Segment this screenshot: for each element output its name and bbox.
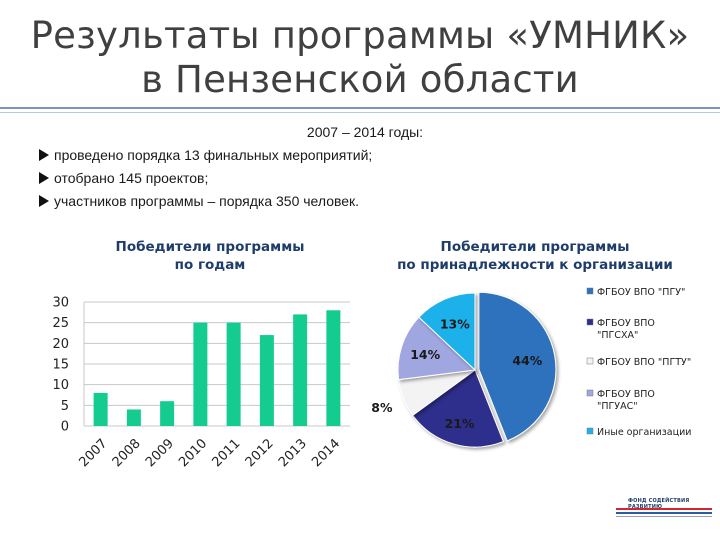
legend-swatch xyxy=(586,357,594,365)
pie-slice xyxy=(412,369,504,448)
y-tick-label: 20 xyxy=(52,337,69,352)
x-tick-label: 2008 xyxy=(110,436,144,470)
y-tick-label: 0 xyxy=(61,420,69,435)
bar xyxy=(93,392,108,426)
pie-value-label: 44% xyxy=(512,353,542,368)
x-tick-label: 2011 xyxy=(209,436,243,470)
bar xyxy=(326,310,341,426)
y-tick-label: 25 xyxy=(52,316,69,331)
title-line-2: в Пензенской области xyxy=(141,58,579,101)
legend-swatch xyxy=(586,287,594,295)
fact-item: проведено порядка 13 финальных мероприят… xyxy=(36,146,372,164)
fact-item: отобрано 145 проектов; xyxy=(36,169,372,187)
foundation-logo: ФОНД СОДЕЙСТВИЯ РАЗВИТИЮ xyxy=(616,496,712,520)
title-divider-thin xyxy=(0,112,720,113)
pie-chart-title: Победители программы по принадлежности к… xyxy=(370,238,700,274)
x-tick-label: 2012 xyxy=(243,436,277,470)
bar xyxy=(160,401,175,426)
legend-label: Иные организации xyxy=(597,427,691,438)
pie-value-label: 21% xyxy=(445,416,475,431)
x-tick-label: 2013 xyxy=(276,436,310,470)
pie-legend: ФГБОУ ВПО "ПГУ"ФГБОУ ВПО"ПГСХА"ФГБОУ ВПО… xyxy=(586,287,691,438)
logo-stripe-grey xyxy=(616,516,712,517)
slide-title: Результаты программы «УМНИК» в Пензенско… xyxy=(20,14,700,102)
bar xyxy=(193,322,208,426)
facts-list: проведено порядка 13 финальных мероприят… xyxy=(36,146,372,215)
bar-chart-title-line-1: Победители программы xyxy=(115,239,305,255)
pie-chart-title-line-2: по принадлежности к организации xyxy=(397,257,673,273)
bar xyxy=(293,314,308,426)
bar-chart: 0 5 10 15 20 25 30 2007 2008 2009 2010 2011 2012 2013… xyxy=(52,296,350,470)
legend-label: ФГБОУ ВПО xyxy=(597,318,655,329)
x-tick-label: 2009 xyxy=(143,436,177,470)
legend-label: ФГБОУ ВПО "ПГТУ" xyxy=(597,357,691,368)
title-line-1: Результаты программы «УМНИК» xyxy=(30,14,690,57)
bar xyxy=(226,322,241,426)
legend-swatch xyxy=(586,389,594,397)
pie-chart: 44% 21% 8% 14% 13% xyxy=(371,291,557,448)
bar xyxy=(259,335,274,426)
legend-swatch xyxy=(586,427,594,435)
y-tick-label: 15 xyxy=(52,358,69,373)
x-tick-label: 2007 xyxy=(76,436,110,470)
legend-label: "ПГУАС" xyxy=(597,401,638,412)
x-tick-label: 2010 xyxy=(176,436,210,470)
y-tick-label: 5 xyxy=(61,399,69,414)
pie-value-label: 13% xyxy=(440,316,470,331)
bar-chart-title: Победители программы по годам xyxy=(60,238,360,274)
pie-slice xyxy=(478,291,557,442)
title-divider xyxy=(0,107,720,109)
fact-item: участников программы – порядка 350 челов… xyxy=(36,192,372,210)
period-heading: 2007 – 2014 годы: xyxy=(306,124,424,140)
pie-value-label: 8% xyxy=(371,400,393,415)
legend-swatch xyxy=(586,318,594,326)
y-tick-label: 30 xyxy=(52,296,69,311)
pie-slice xyxy=(418,292,476,372)
x-tick-label: 2014 xyxy=(309,436,343,470)
logo-stripe-blue xyxy=(616,512,712,514)
logo-text: ФОНД СОДЕЙСТВИЯ РАЗВИТИЮ xyxy=(628,498,690,510)
y-tick-label: 10 xyxy=(52,378,69,393)
pie-slice xyxy=(397,316,477,381)
legend-label: "ПГСХА" xyxy=(597,330,638,341)
bar-chart-title-line-2: по годам xyxy=(174,257,246,273)
pie-value-label: 14% xyxy=(410,347,440,362)
logo-stripe-red xyxy=(616,508,712,510)
legend-label: ФГБОУ ВПО "ПГУ" xyxy=(597,287,685,298)
bar xyxy=(126,409,141,426)
legend-label: ФГБОУ ВПО xyxy=(597,389,655,400)
pie-chart-title-line-1: Победители программы xyxy=(440,239,630,255)
